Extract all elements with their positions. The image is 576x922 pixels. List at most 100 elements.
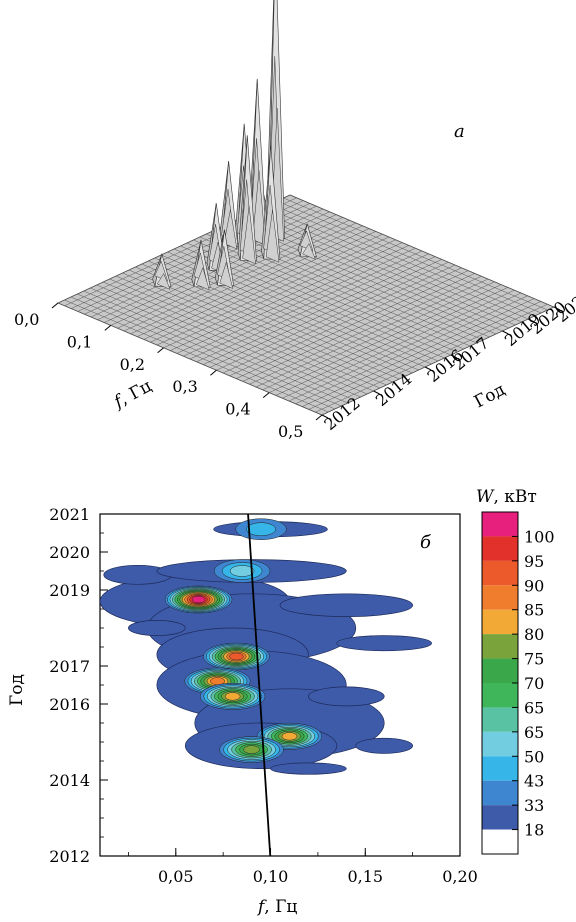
heatmap-y-tick-label: 2014 — [49, 771, 90, 790]
heatmap-x-tick-label: 0,20 — [442, 867, 478, 886]
colorbar-swatch — [482, 756, 518, 781]
colorbar-swatch — [482, 707, 518, 732]
contour-region — [308, 686, 385, 707]
surface-grid-line — [70, 296, 335, 410]
surface-y-tick — [424, 366, 432, 371]
surface-x-tick — [210, 369, 217, 376]
colorbar-label: 18 — [524, 821, 544, 840]
colorbar-swatch — [482, 634, 518, 659]
contour-level — [229, 652, 244, 661]
heatmap-y-tick-label: 2016 — [49, 695, 90, 714]
contour-region — [279, 593, 413, 617]
heatmap-x-tick-label: 0,05 — [158, 867, 194, 886]
surface-grid-line — [257, 209, 522, 323]
surface-grid-line — [96, 284, 361, 398]
colorbar-label: 65 — [524, 723, 544, 742]
surface-grid-line — [90, 287, 355, 401]
surface-grid-line — [57, 302, 323, 416]
surface-x-ticks: 0,0 0,1 0,2 0,3 0,4 0,5 — [14, 302, 323, 441]
contour-level — [229, 565, 255, 577]
surface-y-tick — [502, 330, 509, 335]
surface-grid-line — [128, 269, 393, 383]
surface-grid-line — [135, 266, 400, 380]
colorbar-swatch — [482, 683, 518, 708]
surface-peak — [219, 261, 234, 289]
surface-x-tick — [157, 347, 164, 354]
surface-x-tick-label: 0,3 — [172, 377, 197, 396]
surface-peak — [242, 206, 256, 265]
surface-grid-line — [270, 203, 535, 317]
colorbar-label: 100 — [524, 527, 555, 546]
surface-grid-line — [193, 239, 458, 353]
colorbar-label: 65 — [524, 698, 544, 717]
surface-peak — [302, 243, 316, 260]
surface-x-tick — [104, 325, 112, 331]
surface-grid-line — [64, 299, 329, 413]
heatmap-y-ticks: 2012 2014 2016 2017 2019 2020 2021 — [49, 505, 108, 866]
colorbar-label: 75 — [524, 650, 544, 669]
colorbar-label: 43 — [524, 772, 544, 791]
contour-region — [128, 620, 186, 636]
colorbar-swatch — [482, 731, 518, 757]
panel-label-b: б — [420, 532, 432, 553]
surface-y-tick — [373, 390, 380, 395]
surface-x-tick-label: 0,1 — [67, 332, 92, 351]
surface-grid-line — [167, 251, 432, 365]
surface-x-tick-label: 0,0 — [14, 310, 39, 329]
surface-x-label: f, Гц — [109, 376, 155, 413]
colorbar-swatch — [482, 585, 518, 610]
surface-y-label: Год — [471, 380, 509, 413]
contour-level — [224, 692, 241, 701]
surface-x-tick-label: 0,5 — [278, 422, 303, 441]
surface-peaks — [152, 0, 317, 291]
colorbar: 100 95 90 85 80 75 70 65 65 50 43 33 18 — [481, 511, 555, 855]
surface-grid-line — [251, 212, 516, 326]
colorbar-label: 80 — [524, 625, 544, 644]
surface-x-tick-label: 0,2 — [120, 355, 145, 374]
colorbar-label: 85 — [524, 601, 544, 620]
colorbar-swatch — [482, 829, 518, 854]
panel-label-a: a — [454, 121, 465, 142]
surface-grid-line — [77, 293, 342, 407]
surface-plot-panel: 0,00,10,20,30,40,5 201220142016201720192… — [14, 0, 576, 441]
colorbar-label: 70 — [524, 674, 544, 693]
surface-grid-line — [244, 215, 509, 329]
contour-level — [246, 522, 276, 536]
surface-grid-line — [277, 200, 542, 314]
contour-level — [243, 745, 260, 754]
surface-x-tick-label: 0,4 — [225, 400, 250, 419]
contour-level — [191, 595, 206, 604]
surface-x-tick — [315, 414, 323, 421]
colorbar-title: W, кВт — [476, 487, 537, 507]
heatmap-y-tick-label: 2019 — [49, 581, 90, 600]
surface-y-tick — [321, 414, 329, 419]
surface-grid-line — [122, 272, 387, 386]
heatmap-y-tick-label: 2021 — [49, 505, 90, 524]
colorbar-label: 50 — [524, 747, 544, 766]
heatmap-x-tick-label: 0,15 — [347, 867, 383, 886]
colorbar-label: 33 — [524, 796, 544, 815]
heatmap-x-label: f, Гц — [256, 897, 297, 917]
colorbar-swatch — [482, 536, 518, 561]
surface-x-tick — [51, 302, 59, 309]
surface-peak — [223, 209, 238, 250]
surface-y-tick — [450, 354, 458, 359]
colorbar-swatch — [482, 609, 518, 635]
surface-grid-line — [141, 263, 406, 377]
heatmap-y-tick-label: 2012 — [49, 847, 90, 866]
colorbar-label: 95 — [524, 552, 544, 571]
surface-peak — [196, 266, 210, 291]
heatmap-y-label: Год — [7, 674, 27, 706]
surface-y-tick — [553, 306, 561, 311]
surface-grid-line — [109, 278, 374, 392]
surface-grid — [57, 194, 555, 416]
surface-grid-line — [186, 242, 451, 356]
colorbar-swatch — [482, 560, 518, 586]
surface-grid-line — [264, 206, 529, 320]
heatmap-y-tick-label: 2017 — [49, 657, 90, 676]
colorbar-swatch — [482, 805, 518, 830]
surface-grid-line — [115, 275, 381, 389]
contour-region — [336, 635, 432, 652]
heatmap-contours — [100, 518, 432, 775]
surface-grid-line — [103, 281, 368, 395]
